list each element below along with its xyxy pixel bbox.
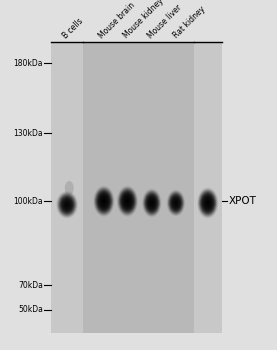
Ellipse shape: [144, 192, 159, 214]
Ellipse shape: [95, 188, 113, 215]
Ellipse shape: [166, 190, 185, 216]
Ellipse shape: [171, 195, 181, 211]
Ellipse shape: [97, 191, 111, 211]
Ellipse shape: [151, 202, 152, 204]
Ellipse shape: [149, 199, 155, 207]
Ellipse shape: [58, 193, 76, 217]
Ellipse shape: [66, 203, 68, 206]
Ellipse shape: [103, 201, 104, 202]
Ellipse shape: [99, 194, 109, 209]
Ellipse shape: [174, 200, 178, 206]
Ellipse shape: [147, 196, 157, 210]
Text: Rat kidney: Rat kidney: [171, 5, 207, 40]
Ellipse shape: [64, 201, 70, 209]
Ellipse shape: [65, 181, 74, 196]
Ellipse shape: [126, 199, 129, 203]
Text: Mouse kidney: Mouse kidney: [122, 0, 165, 40]
Ellipse shape: [202, 195, 213, 211]
Ellipse shape: [93, 186, 114, 217]
Text: 130kDa: 130kDa: [13, 128, 43, 138]
Ellipse shape: [203, 197, 212, 209]
Ellipse shape: [118, 188, 137, 215]
Ellipse shape: [205, 199, 211, 207]
Text: XPOT: XPOT: [229, 196, 257, 206]
Ellipse shape: [94, 187, 114, 216]
Text: Mouse brain: Mouse brain: [97, 1, 136, 40]
Ellipse shape: [206, 201, 209, 205]
Ellipse shape: [145, 193, 159, 213]
Ellipse shape: [146, 194, 158, 212]
Ellipse shape: [199, 191, 216, 215]
Text: 70kDa: 70kDa: [18, 281, 43, 290]
Ellipse shape: [167, 191, 184, 215]
Ellipse shape: [117, 186, 138, 217]
Ellipse shape: [169, 193, 183, 214]
Ellipse shape: [57, 192, 77, 218]
Ellipse shape: [98, 193, 110, 210]
Ellipse shape: [198, 189, 217, 217]
Ellipse shape: [175, 201, 177, 205]
Ellipse shape: [56, 191, 78, 219]
Bar: [83, 42, 194, 332]
Ellipse shape: [173, 199, 178, 206]
Ellipse shape: [206, 200, 210, 206]
Ellipse shape: [125, 197, 130, 205]
Text: 50kDa: 50kDa: [18, 305, 43, 314]
Ellipse shape: [125, 198, 130, 204]
Ellipse shape: [121, 193, 134, 210]
Ellipse shape: [168, 191, 184, 215]
Ellipse shape: [100, 196, 107, 206]
Ellipse shape: [204, 198, 211, 208]
Ellipse shape: [171, 196, 180, 210]
Ellipse shape: [101, 197, 107, 205]
Ellipse shape: [143, 190, 161, 216]
Ellipse shape: [102, 198, 106, 204]
Ellipse shape: [148, 197, 156, 209]
Ellipse shape: [102, 199, 105, 203]
Ellipse shape: [199, 190, 217, 216]
Ellipse shape: [118, 187, 137, 216]
Text: 180kDa: 180kDa: [14, 58, 43, 68]
Ellipse shape: [173, 198, 179, 208]
Ellipse shape: [170, 195, 182, 211]
Ellipse shape: [122, 194, 133, 209]
Ellipse shape: [150, 200, 154, 206]
Ellipse shape: [151, 201, 153, 205]
Ellipse shape: [123, 195, 132, 208]
Ellipse shape: [62, 198, 72, 211]
Ellipse shape: [200, 192, 215, 214]
Ellipse shape: [58, 194, 76, 216]
Ellipse shape: [65, 202, 69, 208]
Ellipse shape: [148, 198, 155, 208]
Ellipse shape: [169, 194, 183, 212]
Ellipse shape: [124, 196, 131, 206]
Text: Mouse liver: Mouse liver: [147, 3, 184, 40]
Ellipse shape: [121, 191, 134, 211]
Ellipse shape: [201, 193, 214, 213]
Ellipse shape: [120, 190, 135, 212]
Ellipse shape: [172, 197, 180, 209]
Bar: [51, 42, 83, 332]
Ellipse shape: [119, 189, 136, 213]
Ellipse shape: [96, 189, 112, 213]
Ellipse shape: [63, 200, 71, 210]
Ellipse shape: [96, 190, 111, 212]
Text: B cells: B cells: [61, 16, 84, 40]
Ellipse shape: [62, 199, 72, 211]
Ellipse shape: [207, 202, 208, 204]
Ellipse shape: [127, 201, 128, 202]
Ellipse shape: [202, 194, 214, 212]
Ellipse shape: [146, 195, 157, 211]
Ellipse shape: [99, 195, 108, 208]
Ellipse shape: [143, 191, 160, 215]
Bar: [194, 42, 222, 332]
Ellipse shape: [61, 197, 73, 212]
Text: 100kDa: 100kDa: [13, 197, 43, 206]
Ellipse shape: [66, 204, 68, 205]
Ellipse shape: [142, 189, 161, 217]
Ellipse shape: [60, 196, 74, 214]
Ellipse shape: [197, 188, 218, 218]
Ellipse shape: [59, 195, 75, 215]
Ellipse shape: [175, 202, 176, 204]
